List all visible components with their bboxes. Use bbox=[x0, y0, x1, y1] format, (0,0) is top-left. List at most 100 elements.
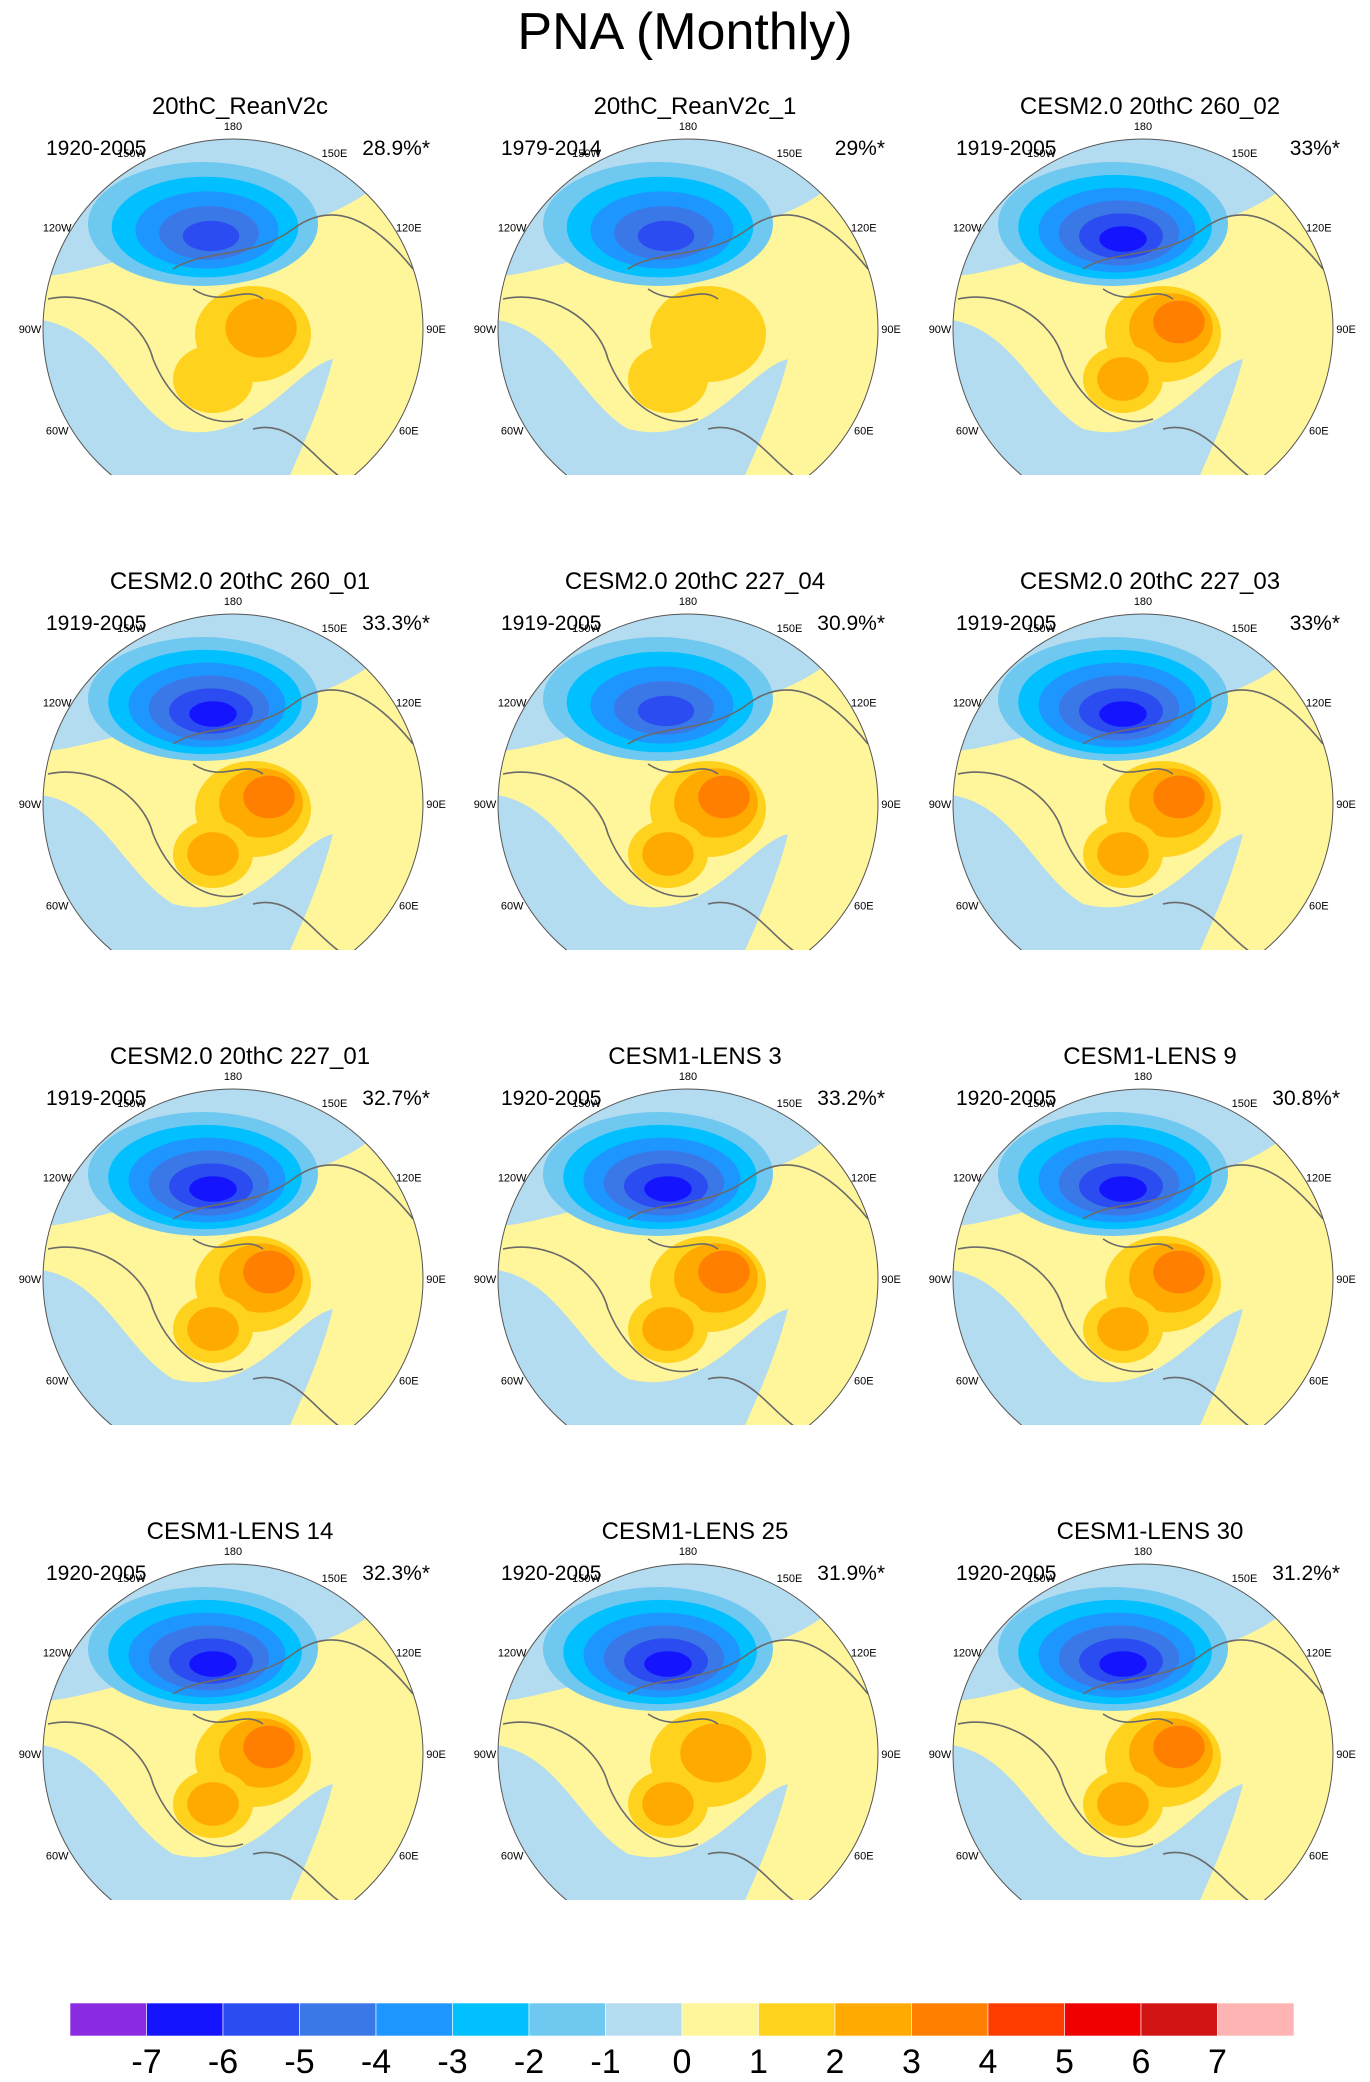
longitude-label: 90W bbox=[19, 324, 42, 336]
panel-years: 1919-2005 bbox=[501, 612, 602, 635]
colorbar-label: -4 bbox=[361, 2043, 391, 2081]
longitude-label: 120E bbox=[396, 223, 422, 235]
coastline bbox=[192, 1238, 264, 1250]
panel-years: 1920-2005 bbox=[46, 137, 147, 160]
colorbar-swatch bbox=[758, 2002, 836, 2037]
coastline bbox=[647, 288, 719, 300]
longitude-label: 120E bbox=[851, 223, 877, 235]
map-panel: CESM2.0 20thC 260_01 1919-2005 33.3%* 180 15… bbox=[12, 475, 468, 950]
coastline bbox=[707, 1376, 864, 1425]
high-pressure-contour bbox=[243, 1250, 295, 1294]
panel-title: 20thC_ReanV2c bbox=[151, 93, 329, 120]
longitude-label: 150W bbox=[572, 1573, 601, 1585]
colorbar-swatch bbox=[834, 2002, 912, 2037]
colorbar-label: -6 bbox=[208, 2043, 238, 2081]
polar-map: 180150E120E90E60E30E030W60W90W120W150W bbox=[929, 1546, 1356, 1900]
longitude-label: 90W bbox=[929, 324, 952, 336]
map-panel: 20thC_ReanV2c_1 1979-2014 29%* 180 150E 120E 9… bbox=[467, 0, 923, 475]
panel-title: CESM2.0 20thC 227_04 bbox=[564, 568, 826, 595]
panel-variance-explained: 32.3%* bbox=[362, 1562, 430, 1585]
coastline bbox=[172, 1164, 414, 1220]
coastline bbox=[1082, 689, 1324, 745]
map-boundary bbox=[952, 1563, 1334, 1900]
high-pressure-contour bbox=[698, 775, 750, 819]
panel-years: 1920-2005 bbox=[501, 1087, 602, 1110]
map-panel: CESM1-LENS 14 1920-2005 32.3%* 180 150E 120E 9… bbox=[12, 1425, 468, 1900]
panel-variance-explained: 29%* bbox=[834, 137, 885, 160]
longitude-label: 60E bbox=[399, 426, 419, 438]
longitude-label: 90W bbox=[19, 1749, 42, 1761]
longitude-label: 60W bbox=[956, 1851, 979, 1863]
low-pressure-contour bbox=[637, 695, 695, 727]
coastline bbox=[502, 296, 699, 423]
longitude-label: 120W bbox=[43, 223, 72, 235]
panel-title: CESM2.0 20thC 260_01 bbox=[109, 568, 371, 595]
longitude-label: 150E bbox=[1232, 1573, 1258, 1585]
longitude-label: 60W bbox=[956, 901, 979, 913]
longitude-label: 120W bbox=[43, 1648, 72, 1660]
low-pressure-contour bbox=[189, 1176, 237, 1202]
longitude-label: 90W bbox=[929, 1274, 952, 1286]
low-pressure-contour bbox=[644, 1651, 692, 1677]
coastline bbox=[47, 296, 244, 423]
longitude-label: 180 bbox=[1134, 121, 1152, 133]
longitude-label: 120W bbox=[498, 223, 527, 235]
longitude-label: 150E bbox=[1232, 623, 1258, 635]
map-boundary bbox=[952, 613, 1334, 950]
panel-variance-explained: 33%* bbox=[1289, 137, 1340, 160]
colorbar-swatch bbox=[681, 2002, 759, 2037]
panel-years: 1919-2005 bbox=[46, 612, 147, 635]
longitude-label: 60W bbox=[501, 1851, 524, 1863]
longitude-label: 60E bbox=[1309, 1376, 1329, 1388]
colorbar-label: 4 bbox=[979, 2043, 998, 2081]
panel-years: 1919-2005 bbox=[956, 612, 1057, 635]
longitude-label: 60E bbox=[1309, 901, 1329, 913]
coastline bbox=[647, 1713, 719, 1725]
coastline bbox=[252, 1851, 409, 1900]
high-pressure-contour bbox=[1153, 775, 1205, 819]
negative-region bbox=[498, 794, 788, 950]
low-pressure-contour bbox=[1099, 1176, 1147, 1202]
longitude-label: 120E bbox=[396, 698, 422, 710]
panel-title: CESM1-LENS 9 bbox=[1063, 1043, 1237, 1070]
longitude-label: 180 bbox=[1134, 1546, 1152, 1558]
longitude-label: 60E bbox=[1309, 1851, 1329, 1863]
coastline bbox=[1082, 1164, 1324, 1220]
negative-region bbox=[498, 1744, 788, 1900]
longitude-label: 180 bbox=[679, 1071, 697, 1083]
polar-map: 180150E120E90E60E30E030W60W90W120W150W bbox=[929, 1071, 1356, 1425]
polar-map: 180150E120E90E60E30E030W60W90W120W150W bbox=[474, 1071, 901, 1425]
coastline bbox=[957, 771, 1154, 898]
longitude-label: 90W bbox=[474, 1749, 497, 1761]
longitude-label: 90E bbox=[426, 324, 446, 336]
longitude-label: 90W bbox=[929, 1749, 952, 1761]
coastline bbox=[957, 1721, 1154, 1848]
panel-years: 1919-2005 bbox=[46, 1087, 147, 1110]
high-pressure-contour bbox=[642, 1782, 694, 1826]
longitude-label: 150E bbox=[322, 1098, 348, 1110]
panel-title: 20thC_ReanV2c_1 bbox=[593, 93, 797, 120]
coastline bbox=[707, 1851, 864, 1900]
coastline bbox=[502, 771, 699, 898]
coastline bbox=[252, 1376, 409, 1425]
high-pressure-contour bbox=[1097, 1782, 1149, 1826]
longitude-label: 150E bbox=[777, 148, 803, 160]
longitude-label: 120E bbox=[851, 1173, 877, 1185]
map-boundary bbox=[42, 613, 424, 950]
longitude-label: 90W bbox=[19, 1274, 42, 1286]
panel-title: CESM2.0 20thC 227_01 bbox=[109, 1043, 371, 1070]
panel-variance-explained: 33%* bbox=[1289, 612, 1340, 635]
coastline bbox=[252, 901, 409, 950]
longitude-label: 120W bbox=[953, 1648, 982, 1660]
negative-region bbox=[43, 1269, 333, 1425]
longitude-label: 150W bbox=[572, 148, 601, 160]
panel-variance-explained: 33.3%* bbox=[362, 612, 430, 635]
longitude-label: 150W bbox=[1027, 623, 1056, 635]
coastline bbox=[627, 1639, 869, 1695]
longitude-label: 90E bbox=[426, 1274, 446, 1286]
longitude-label: 60E bbox=[399, 1851, 419, 1863]
map-boundary bbox=[952, 138, 1334, 475]
coastline bbox=[627, 689, 869, 745]
longitude-label: 60W bbox=[501, 901, 524, 913]
panel-years: 1920-2005 bbox=[46, 1562, 147, 1585]
